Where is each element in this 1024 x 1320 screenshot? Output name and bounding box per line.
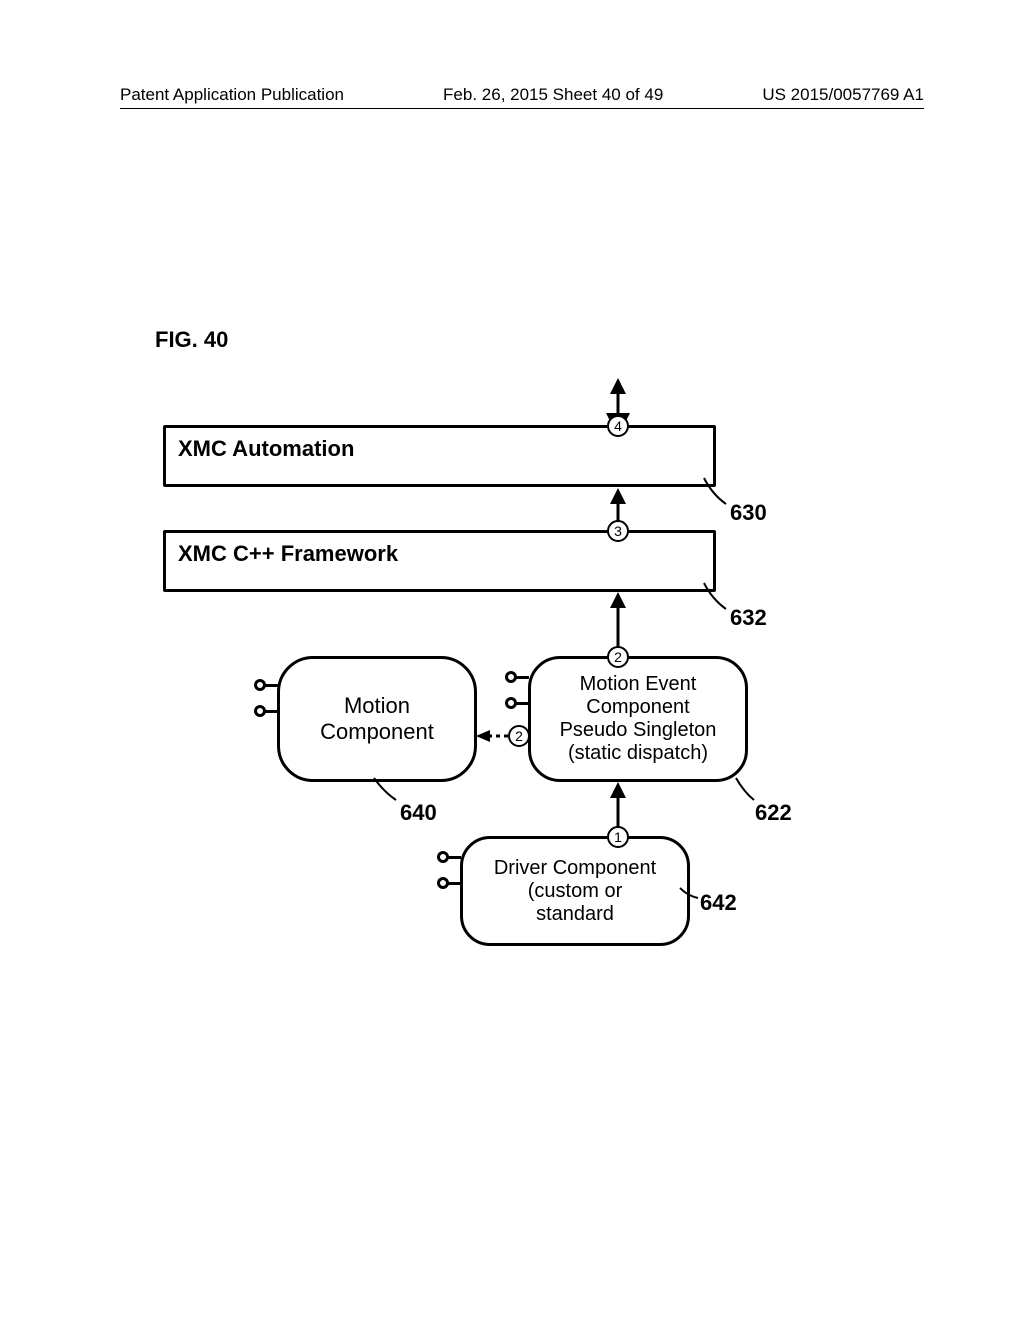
box-driver-line3: standard <box>467 903 683 926</box>
header-left: Patent Application Publication <box>120 85 344 105</box>
bar-framework-text: XMC C++ Framework <box>178 541 398 566</box>
step-circle-2: 2 <box>607 646 629 668</box>
ref-630: 630 <box>730 500 767 526</box>
box-motion: Motion Component <box>277 656 477 782</box>
header-right: US 2015/0057769 A1 <box>762 85 924 105</box>
interface-icon <box>437 876 461 890</box>
step-circle-3: 3 <box>607 520 629 542</box>
step-circle-2b: 2 <box>508 725 530 747</box>
interface-icon <box>505 670 529 684</box>
box-driver-line2: (custom or <box>467 880 683 903</box>
header-center: Feb. 26, 2015 Sheet 40 of 49 <box>443 85 663 105</box>
interface-icon <box>254 704 278 718</box>
header-rule <box>120 108 924 109</box>
ref-632: 632 <box>730 605 767 631</box>
step-circle-1: 1 <box>607 826 629 848</box>
interface-icon <box>437 850 461 864</box>
box-motion-event-line3: Pseudo Singleton <box>535 719 741 742</box>
interface-icon <box>505 696 529 710</box>
connector-svg <box>0 0 1024 1320</box>
ref-622: 622 <box>755 800 792 826</box>
box-motion-event-line4: (static dispatch) <box>535 742 741 765</box>
step-circle-4: 4 <box>607 415 629 437</box>
ref-642: 642 <box>700 890 737 916</box>
figure-label: FIG. 40 <box>155 327 228 353</box>
bar-framework: XMC C++ Framework <box>163 530 716 592</box>
box-motion-line2: Component <box>284 719 470 745</box>
box-motion-event-line1: Motion Event <box>535 673 741 696</box>
box-driver-line1: Driver Component <box>467 857 683 880</box>
box-driver: Driver Component (custom or standard <box>460 836 690 946</box>
ref-640: 640 <box>400 800 437 826</box>
page-header: Patent Application Publication Feb. 26, … <box>120 85 924 105</box>
box-motion-event: Motion Event Component Pseudo Singleton … <box>528 656 748 782</box>
bar-automation-text: XMC Automation <box>178 436 354 461</box>
bar-automation: XMC Automation <box>163 425 716 487</box>
box-motion-line1: Motion <box>284 693 470 719</box>
interface-icon <box>254 678 278 692</box>
box-motion-event-line2: Component <box>535 696 741 719</box>
